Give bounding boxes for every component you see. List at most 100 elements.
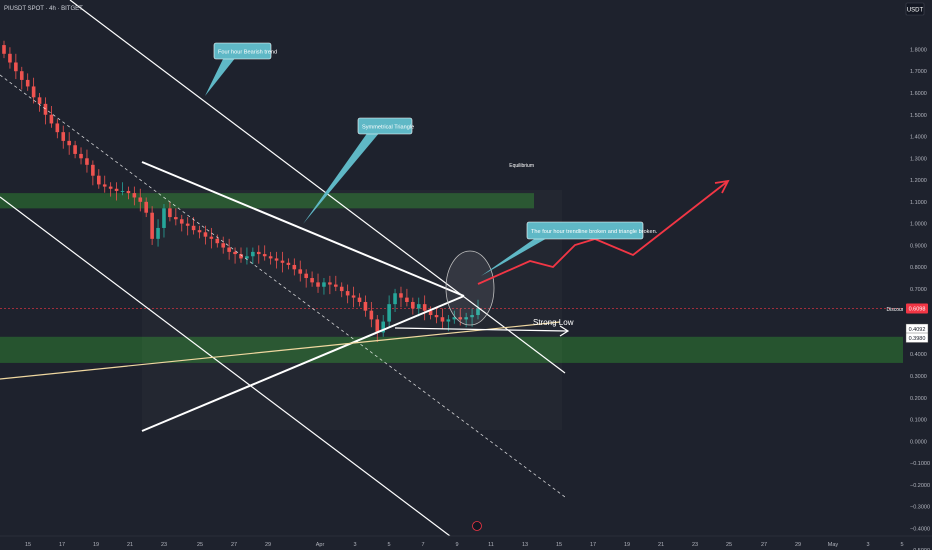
- currency-badge[interactable]: [905, 2, 925, 16]
- strong-low-arrow[interactable]: [394, 327, 568, 332]
- y-tick-label: 1.4000: [910, 135, 927, 141]
- x-tick-label: 19: [93, 542, 99, 548]
- candle: [102, 184, 107, 187]
- x-tick-label: 29: [265, 542, 271, 548]
- candle: [138, 197, 143, 202]
- x-tick-label: 15: [556, 542, 562, 548]
- level-label: 0.4092: [909, 327, 926, 333]
- level-badge: [905, 332, 929, 343]
- candle: [191, 225, 196, 231]
- candle: [25, 79, 30, 87]
- candle: [126, 190, 131, 194]
- callout-bearish-trend-text: Four hour Bearish trend: [218, 50, 277, 56]
- current-price-badge: [906, 303, 928, 314]
- y-tick-label: 0.4000: [910, 352, 927, 358]
- candle: [108, 186, 113, 189]
- y-tick-label: 1.0000: [910, 222, 927, 228]
- triangle-lower-line[interactable]: [141, 295, 465, 432]
- candle: [298, 269, 303, 274]
- x-tick-label: 9: [455, 542, 458, 548]
- candle: [310, 278, 314, 283]
- candle: [458, 317, 463, 320]
- candle: [434, 315, 439, 318]
- candle: [19, 71, 24, 80]
- candle: [262, 254, 267, 257]
- x-tick-label: 21: [127, 542, 133, 548]
- x-tick-label: 3: [866, 542, 869, 548]
- candle: [73, 145, 77, 154]
- y-tick-label: 1.2000: [910, 178, 927, 184]
- candle: [387, 304, 391, 322]
- y-tick-label: 1.5000: [910, 113, 927, 119]
- candle: [150, 212, 154, 239]
- candle: [97, 175, 101, 185]
- callout-symmetrical-triangle[interactable]: [357, 117, 413, 135]
- candle: [168, 208, 172, 218]
- candle: [345, 291, 350, 296]
- candle: [446, 319, 451, 322]
- candle: [428, 310, 433, 316]
- x-tick-label: 13: [522, 542, 528, 548]
- callout-bearish-trend-pointer: [205, 57, 236, 96]
- candle: [334, 284, 338, 287]
- candle: [476, 308, 480, 316]
- discount-label: Discount: [887, 307, 907, 313]
- event-marker-icon[interactable]: [472, 521, 482, 531]
- x-tick-label: May: [828, 542, 839, 548]
- candle: [79, 153, 83, 159]
- candle: [31, 86, 36, 98]
- strong-low-label: Strong Low: [533, 318, 574, 327]
- candle: [452, 317, 457, 320]
- candle: [2, 45, 6, 54]
- y-tick-label: 1.7000: [910, 69, 927, 75]
- callout-bearish-trend[interactable]: [213, 42, 272, 60]
- candle: [120, 190, 125, 192]
- candle: [268, 256, 273, 259]
- candle: [61, 132, 66, 141]
- candle: [245, 256, 249, 259]
- candle: [292, 264, 297, 270]
- currency-label: USDT: [907, 8, 924, 14]
- y-tick-label: −0.5000: [910, 548, 930, 550]
- x-tick-label: 17: [59, 542, 65, 548]
- candle: [14, 62, 18, 72]
- candle: [369, 310, 374, 320]
- candle: [375, 319, 380, 333]
- breakout-highlight-ellipse: [445, 250, 495, 326]
- x-tick-label: 25: [726, 542, 732, 548]
- y-tick-label: 1.1000: [910, 200, 927, 206]
- channel-lower-line[interactable]: [0, 196, 451, 537]
- candle: [132, 193, 137, 198]
- candle: [114, 188, 119, 191]
- y-tick-label: 0.1000: [910, 418, 927, 424]
- level-label: 0.3980: [909, 336, 926, 342]
- candle: [8, 53, 12, 63]
- callout-trendline-broken[interactable]: [526, 221, 644, 240]
- triangle-shade: [142, 190, 562, 430]
- y-tick-label: −0.4000: [910, 526, 930, 532]
- projection-path: [477, 180, 729, 285]
- channel-upper-line[interactable]: [69, 0, 566, 374]
- callout-symmetrical-triangle-pointer: [303, 132, 380, 224]
- long-support-trendline[interactable]: [0, 321, 561, 380]
- candle: [304, 273, 308, 279]
- candle: [393, 293, 397, 305]
- candle: [85, 158, 89, 165]
- candle: [357, 297, 362, 302]
- candle: [156, 227, 160, 239]
- x-tick-label: 17: [590, 542, 596, 548]
- candle: [286, 262, 291, 265]
- candle: [274, 258, 279, 261]
- candle: [256, 251, 261, 255]
- candle: [322, 282, 326, 287]
- candle: [179, 219, 184, 224]
- y-tick-label: −0.1000: [910, 461, 930, 467]
- candle: [37, 97, 42, 104]
- triangle-upper-line[interactable]: [141, 161, 465, 297]
- candle: [470, 315, 474, 318]
- candle: [363, 301, 368, 311]
- y-tick-label: −0.2000: [910, 483, 930, 489]
- y-tick-label: 0.2000: [910, 396, 927, 402]
- x-tick-label: 27: [231, 542, 237, 548]
